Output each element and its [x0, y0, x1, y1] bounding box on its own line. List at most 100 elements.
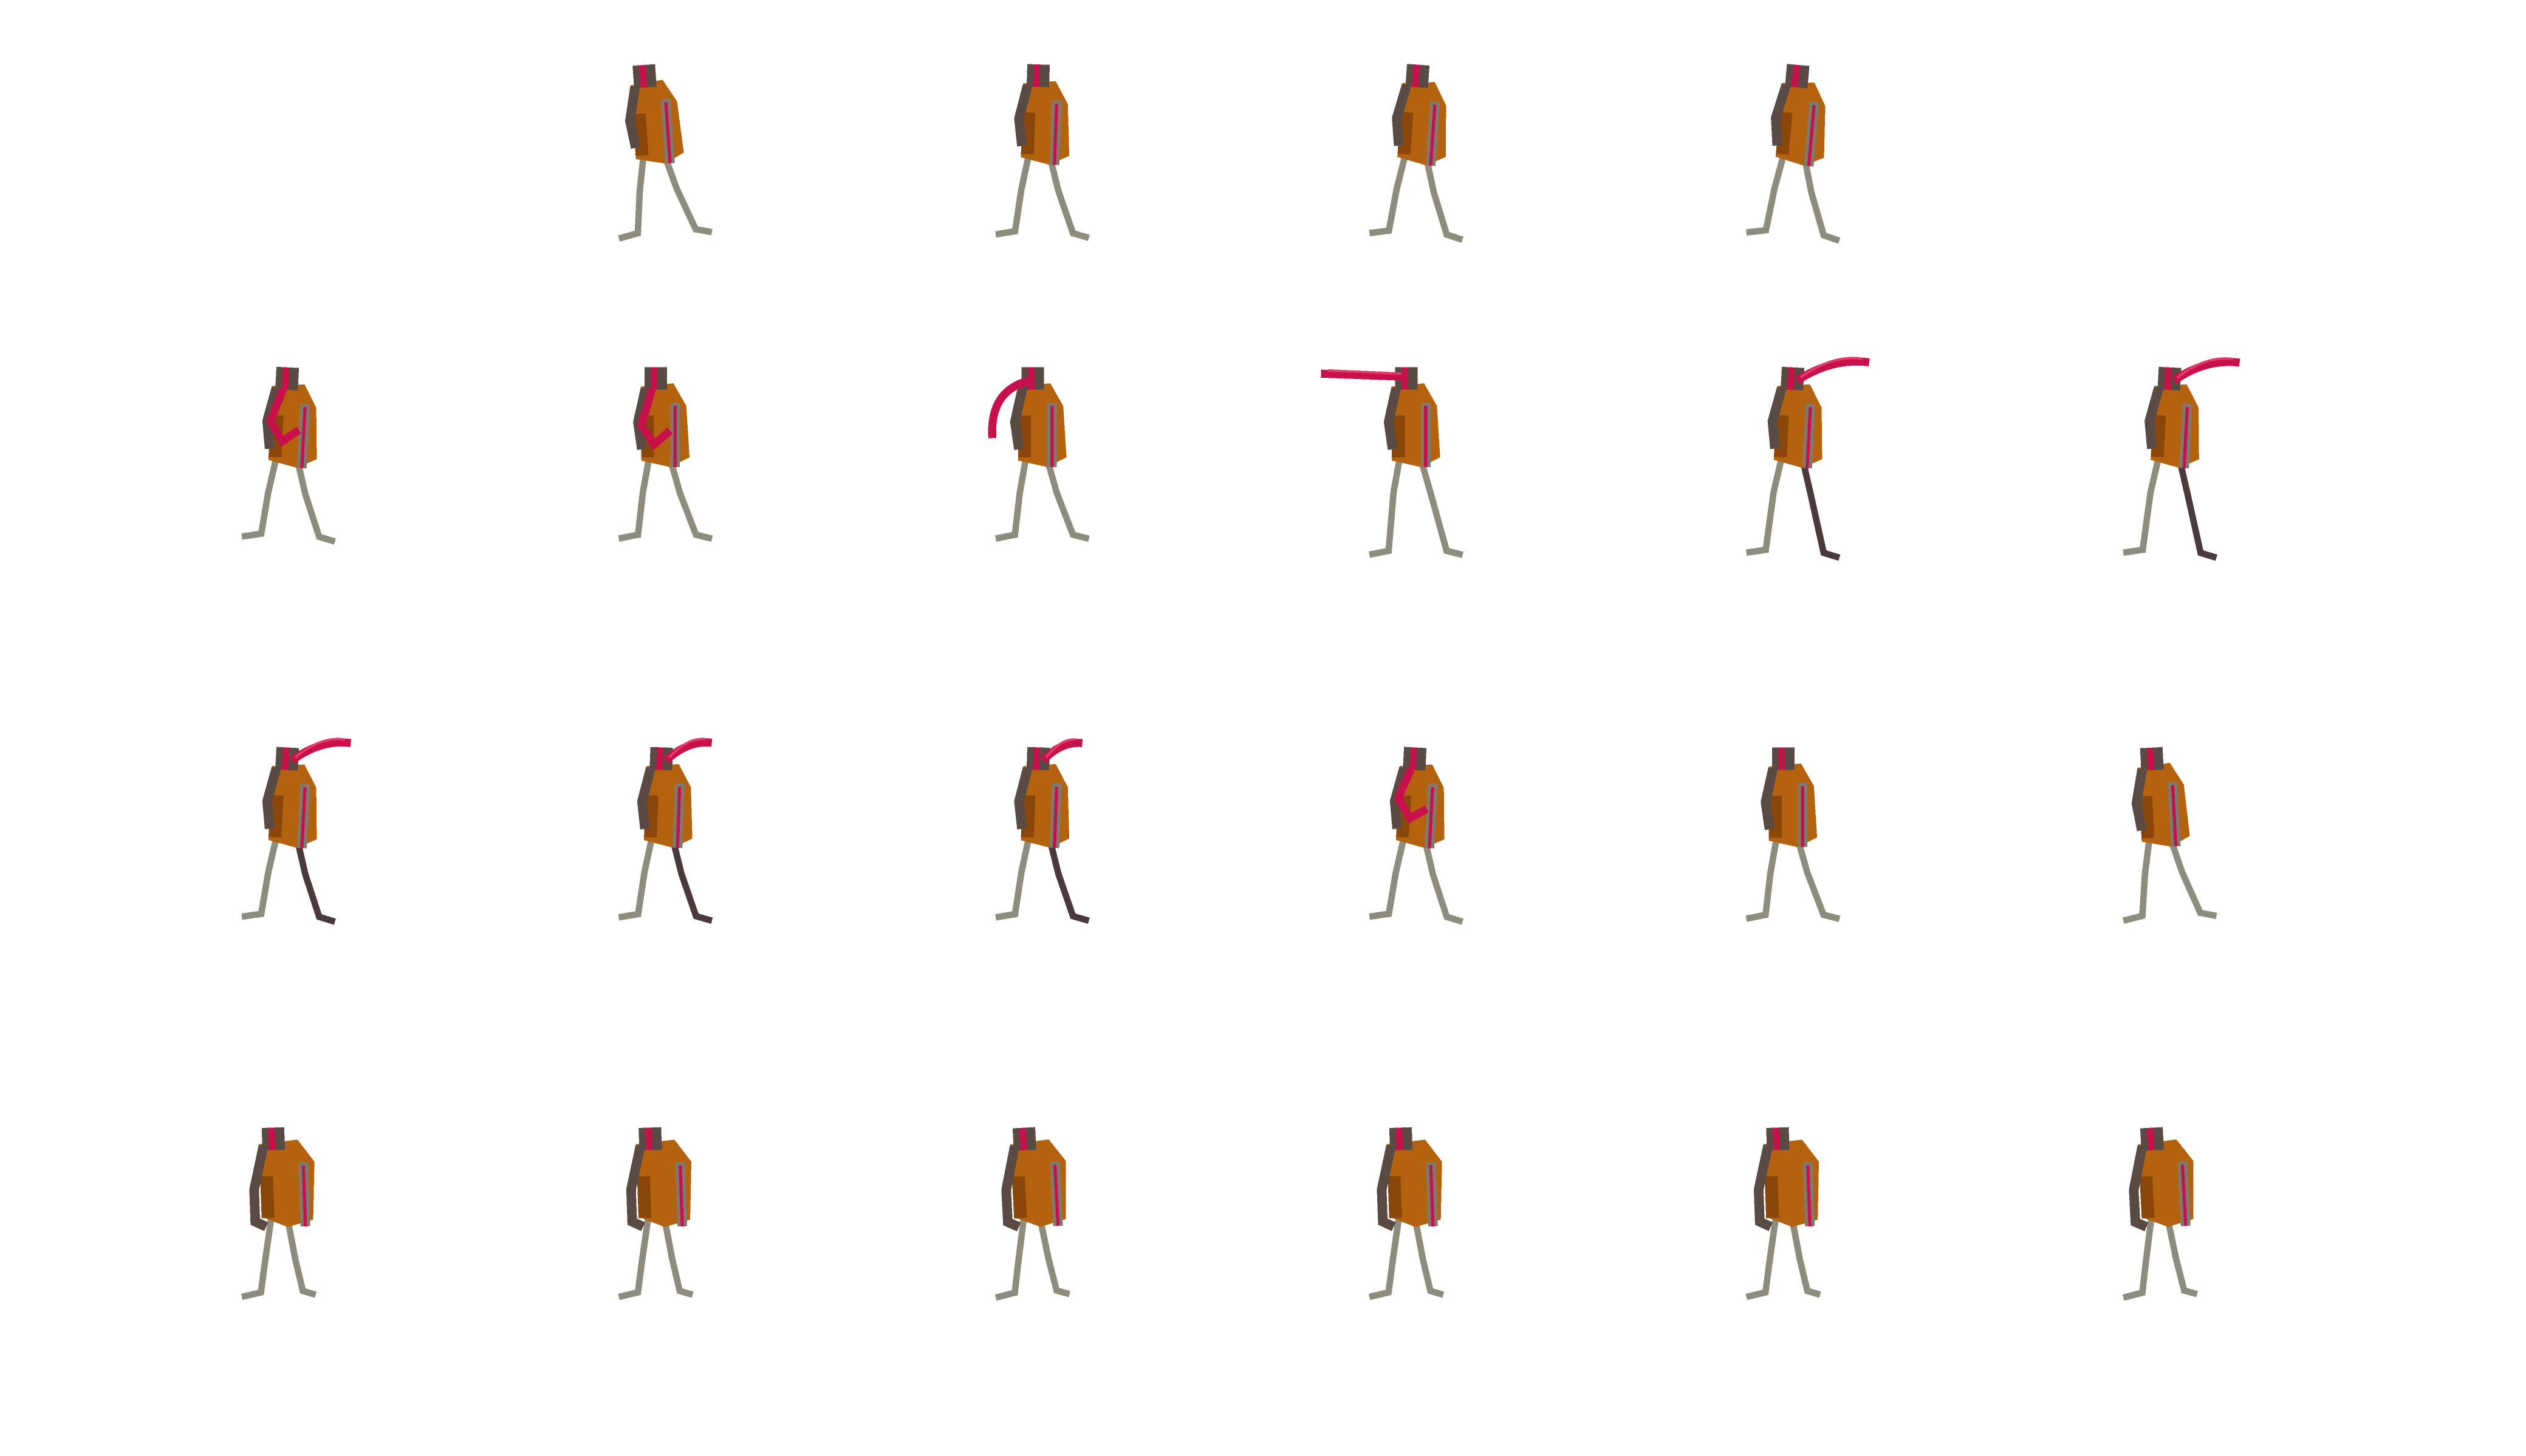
sprite-arm	[1010, 387, 1027, 450]
sprite-front-leg	[1418, 824, 1463, 925]
sprite-back-leg	[994, 443, 1032, 542]
sprite-front-leg	[666, 824, 713, 924]
sprite-front-leg	[1788, 1213, 1821, 1298]
sprite-stripe	[1428, 787, 1434, 849]
sprite-front-leg	[1043, 824, 1090, 924]
sprite-robe-shadow	[2139, 1176, 2155, 1219]
sprite-back-leg	[618, 443, 655, 542]
sprite-frame	[241, 366, 336, 545]
sprite-arm	[1392, 83, 1412, 146]
sprite-stripe	[2180, 1164, 2188, 1226]
sprite-frame	[1746, 64, 1841, 244]
sprite-front-leg	[2173, 444, 2217, 561]
sprite-back-leg	[618, 824, 658, 921]
sprite-arm	[625, 86, 641, 149]
sprite-front-leg	[1039, 443, 1090, 542]
sprite-front-leg	[2162, 823, 2217, 920]
sprite-back-leg	[241, 443, 283, 540]
sprite-scarf-highlight	[1327, 369, 1402, 375]
sprite-robe-shadow	[1011, 1176, 1027, 1219]
sprite-arm	[1377, 1144, 1396, 1231]
sprite-stripe	[1806, 406, 1812, 468]
sprite-scarf-highlight	[294, 737, 345, 759]
sprite-frame	[995, 738, 1090, 924]
sprite-stripe	[664, 102, 672, 163]
sprite-front-leg	[283, 1213, 317, 1298]
sprite-back-leg	[2122, 1214, 2155, 1301]
sprite-head-band	[281, 747, 290, 770]
sprite-back-leg	[241, 1214, 275, 1300]
sprite-front-leg	[1411, 1213, 1445, 1298]
sprite-arm	[2144, 386, 2164, 449]
sprite-frame	[618, 1127, 694, 1300]
sprite-front-leg	[1796, 444, 1841, 561]
sprite-stripe	[1053, 787, 1058, 848]
sprite-stripe	[1429, 1165, 1435, 1227]
sprite-head-band	[1772, 1127, 1780, 1150]
sprite-frame	[1369, 64, 1463, 243]
sprite-front-leg	[1036, 1213, 1070, 1297]
sprite-head-band	[1791, 64, 1800, 88]
sprite-frame	[1745, 1127, 1821, 1300]
sprite-frame	[2123, 357, 2240, 561]
sprite-stripe	[679, 1165, 684, 1227]
sprite-frame	[618, 367, 713, 542]
sprite-stripe	[673, 406, 677, 467]
sprite-head-band	[1778, 747, 1785, 770]
sprite-head-band	[268, 1127, 276, 1150]
sprite-back-leg	[1746, 140, 1790, 236]
sprite-arm	[626, 1144, 645, 1231]
sheet-background	[6, 0, 2520, 1456]
sprite-frame	[2122, 747, 2217, 924]
sprite-scarf	[1321, 369, 1408, 381]
sprite-robe-shadow	[1388, 1175, 1402, 1218]
sprite-front-leg	[656, 140, 713, 236]
sprite-frame	[995, 64, 1090, 241]
sprite-arm	[1014, 84, 1033, 147]
sprite-back-leg	[1369, 824, 1411, 920]
sprite-arm	[2131, 768, 2148, 832]
sprite-back-leg	[2123, 443, 2165, 556]
sprite-head-band	[2146, 1127, 2155, 1151]
sprite-head-band	[1019, 1127, 1027, 1151]
sprite-head-band	[1033, 747, 1041, 770]
sprite-front-leg	[1420, 142, 1463, 243]
sprite-head-band	[1395, 1127, 1403, 1150]
sprite-stripe	[301, 1165, 307, 1227]
sprite-arm	[249, 1144, 269, 1231]
sprite-stripe	[1806, 1165, 1812, 1227]
sprite-arm	[262, 767, 281, 830]
sprite-frame	[618, 737, 713, 924]
sprite-arm	[2129, 1145, 2149, 1232]
sprite-back-leg	[2122, 824, 2155, 924]
sprite-head-band	[2164, 367, 2172, 391]
sprite-back-leg	[995, 141, 1035, 238]
sprite-head-band	[651, 367, 658, 390]
sprite-stripe	[300, 406, 307, 468]
sprite-head-band	[281, 367, 290, 391]
sprite-stripe	[1424, 406, 1428, 467]
sprite-arm	[1761, 767, 1778, 830]
sprite-back-leg	[1369, 140, 1412, 236]
sprite-front-leg	[1043, 141, 1090, 241]
sprite-head-band	[1412, 64, 1420, 87]
sprite-stripe	[1050, 406, 1054, 467]
sprite-stripe	[1053, 103, 1058, 165]
sprite-robe-shadow	[1764, 1175, 1779, 1218]
sprite-front-leg	[1413, 443, 1463, 558]
sprite-scarf-highlight	[668, 737, 706, 759]
sprite-arm	[1767, 386, 1787, 449]
sprite-head-band	[645, 1127, 652, 1150]
sprite-back-leg	[1745, 443, 1788, 556]
sprite-arm	[1014, 767, 1033, 830]
sprite-scarf	[1393, 767, 1429, 824]
sprite-front-leg	[1790, 824, 1841, 922]
sprite-stripe	[300, 787, 307, 849]
sprite-frame	[618, 64, 713, 242]
sprite-scarf	[265, 388, 301, 447]
sprite-robe-shadow	[260, 1175, 275, 1218]
sprite-front-leg	[1798, 142, 1841, 244]
sprite-back-leg	[618, 142, 648, 242]
sprite-head-band	[2146, 747, 2154, 771]
sprite-frame	[1369, 747, 1463, 925]
